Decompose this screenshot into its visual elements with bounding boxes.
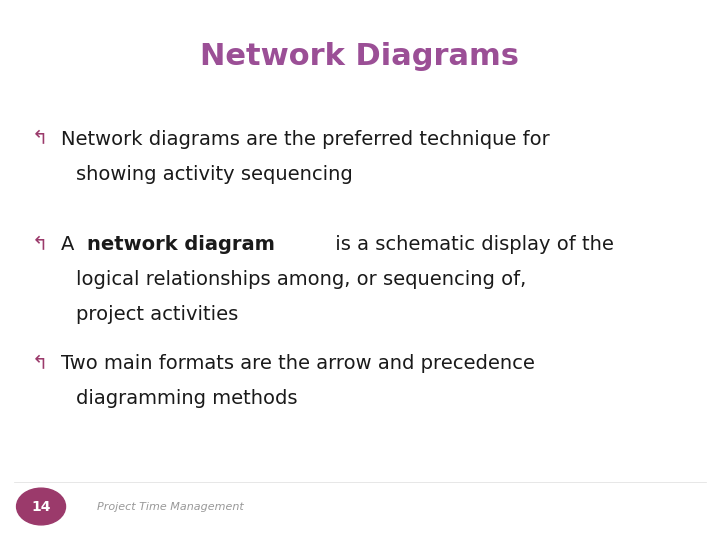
Text: Network Diagrams: Network Diagrams [200, 42, 520, 71]
Text: diagramming methods: diagramming methods [76, 389, 297, 408]
Text: is a schematic display of the: is a schematic display of the [329, 235, 614, 254]
Text: project activities: project activities [76, 305, 238, 324]
Text: ↰: ↰ [32, 130, 48, 148]
Text: showing activity sequencing: showing activity sequencing [76, 165, 352, 184]
Text: ↰: ↰ [32, 354, 48, 373]
Circle shape [17, 488, 66, 525]
Text: network diagram: network diagram [86, 235, 274, 254]
Text: Project Time Management: Project Time Management [97, 502, 244, 511]
Text: A: A [61, 235, 81, 254]
Text: ↰: ↰ [32, 235, 48, 254]
Text: Two main formats are the arrow and precedence: Two main formats are the arrow and prece… [61, 354, 535, 373]
Text: logical relationships among, or sequencing of,: logical relationships among, or sequenci… [76, 270, 526, 289]
Text: Network diagrams are the preferred technique for: Network diagrams are the preferred techn… [61, 130, 550, 148]
Text: 14: 14 [31, 500, 51, 514]
